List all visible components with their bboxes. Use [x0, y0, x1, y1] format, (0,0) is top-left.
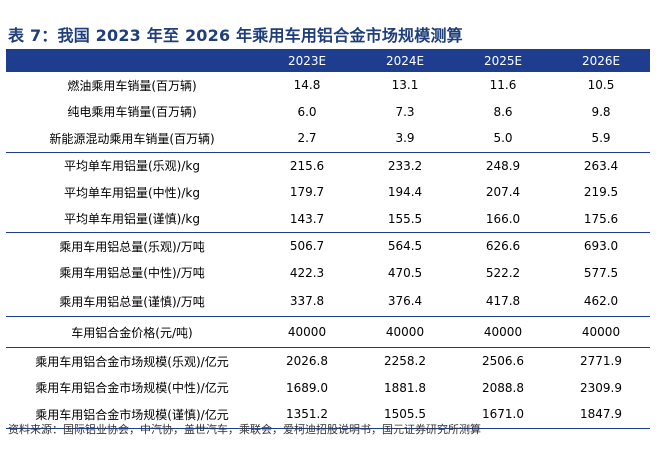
table-row: 平均单车用铝量(中性)/kg 179.7 194.4 207.4 219.5: [6, 179, 650, 206]
cell-value: 40000: [454, 316, 552, 348]
row-label: 燃油乘用车销量(百万辆): [67, 78, 197, 93]
cell-value: 194.4: [387, 185, 423, 200]
cell-value: 8.6: [493, 104, 513, 119]
cell-value: 3.9: [395, 131, 415, 146]
row-label: 乘用车用铝总量(谨慎)/万吨: [59, 294, 205, 309]
cell-value: 9.8: [591, 104, 611, 119]
row-label: 平均单车用铝量(中性)/kg: [64, 185, 200, 200]
cell-value: 522.2: [485, 265, 521, 280]
cell-value: 1351.2: [258, 401, 356, 429]
cell-value: 40000: [552, 316, 650, 348]
cell-value: 470.5: [387, 265, 423, 280]
cell-value: 2309.9: [580, 380, 622, 395]
table-row: 乘用车用铝总量(乐观)/万吨 506.7 564.5 626.6 693.0: [6, 232, 650, 260]
cell-value: 1689.0: [286, 380, 328, 395]
cell-value: 248.9: [454, 151, 552, 179]
cell-value: 179.7: [289, 185, 325, 200]
table-row: 车用铝合金价格(元/吨) 40000 40000 40000 40000: [6, 316, 650, 348]
market-size-table: 2023E 2024E 2025E 2026E 燃油乘用车销量(百万辆) 14.…: [6, 49, 650, 429]
cell-value: 5.9: [591, 131, 611, 146]
cell-value: 376.4: [387, 294, 423, 308]
header-label-cell: [6, 49, 258, 72]
cell-value: 40000: [356, 316, 454, 348]
cell-value: 2258.2: [356, 347, 454, 375]
cell-value: 337.8: [289, 294, 325, 308]
cell-value: 155.5: [387, 211, 423, 226]
table-row: 新能源混动乘用车销量(百万辆) 2.7 3.9 5.0 5.9: [6, 125, 650, 152]
cell-value: 422.3: [289, 265, 325, 280]
row-label: 平均单车用铝量(乐观)/kg: [6, 151, 258, 179]
cell-value: 11.6: [489, 78, 517, 93]
header-year-2024: 2024E: [385, 53, 425, 68]
cell-value: 506.7: [258, 232, 356, 260]
cell-value: 2.7: [297, 131, 317, 146]
cell-value: 263.4: [552, 151, 650, 179]
cell-value: 143.7: [289, 211, 325, 226]
row-label: 乘用车用铝总量(中性)/万吨: [59, 266, 205, 281]
cell-value: 2771.9: [552, 347, 650, 375]
cell-value: 1881.8: [384, 380, 426, 395]
row-label: 平均单车用铝量(谨慎)/kg: [64, 212, 200, 227]
table-row: 平均单车用铝量(乐观)/kg 215.6 233.2 248.9 263.4: [6, 151, 650, 179]
cell-value: 13.1: [391, 78, 419, 93]
header-year-2026: 2026E: [581, 53, 621, 68]
cell-value: 462.0: [583, 294, 619, 308]
row-label: 纯电乘用车销量(百万辆): [67, 105, 197, 120]
row-label: 车用铝合金价格(元/吨): [6, 316, 258, 348]
table-row: 乘用车用铝总量(谨慎)/万吨 337.8 376.4 417.8 462.0: [6, 286, 650, 317]
header-year-2025: 2025E: [483, 53, 523, 68]
cell-value: 577.5: [583, 265, 619, 280]
cell-value: 693.0: [552, 232, 650, 260]
source-note: 资料来源：国际铝业协会，中汽协，盖世汽车，乘联会，爱柯迪招股说明书，国元证券研究…: [8, 423, 481, 436]
table-row: 乘用车用铝总量(中性)/万吨 422.3 470.5 522.2 577.5: [6, 260, 650, 287]
table-header-row: 2023E 2024E 2025E 2026E: [6, 49, 650, 72]
cell-value: 2026.8: [258, 347, 356, 375]
table-row: 乘用车用铝合金市场规模(中性)/亿元 1689.0 1881.8 2088.8 …: [6, 375, 650, 402]
table-title: 表 7：我国 2023 年至 2026 年乘用车用铝合金市场规模测算: [8, 26, 463, 45]
row-label: 乘用车用铝合金市场规模(中性)/亿元: [35, 381, 229, 396]
cell-value: 564.5: [356, 232, 454, 260]
table-row: 乘用车用铝合金市场规模(乐观)/亿元 2026.8 2258.2 2506.6 …: [6, 347, 650, 375]
row-label: 新能源混动乘用车销量(百万辆): [49, 131, 215, 146]
cell-value: 215.6: [258, 151, 356, 179]
cell-value: 5.0: [493, 131, 513, 146]
cell-value: 1847.9: [552, 401, 650, 429]
cell-value: 207.4: [485, 185, 521, 200]
cell-value: 219.5: [583, 185, 619, 200]
cell-value: 417.8: [485, 294, 521, 308]
cell-value: 166.0: [485, 211, 521, 226]
row-label: 乘用车用铝总量(乐观)/万吨: [6, 232, 258, 260]
table-row: 平均单车用铝量(谨慎)/kg 143.7 155.5 166.0 175.6: [6, 206, 650, 233]
cell-value: 2506.6: [454, 347, 552, 375]
cell-value: 40000: [258, 316, 356, 348]
cell-value: 626.6: [454, 232, 552, 260]
table-row: 燃油乘用车销量(百万辆) 14.8 13.1 11.6 10.5: [6, 72, 650, 99]
row-label: 乘用车用铝合金市场规模(乐观)/亿元: [6, 347, 258, 375]
cell-value: 1505.5: [356, 401, 454, 429]
cell-value: 175.6: [583, 211, 619, 226]
row-label: 乘用车用铝合金市场规模(谨慎)/亿元: [6, 401, 258, 429]
cell-value: 14.8: [293, 78, 321, 93]
cell-value: 233.2: [356, 151, 454, 179]
header-year-2023: 2023E: [287, 53, 327, 68]
table-row: 纯电乘用车销量(百万辆) 6.0 7.3 8.6 9.8: [6, 99, 650, 126]
cell-value: 2088.8: [482, 380, 524, 395]
cell-value: 7.3: [395, 104, 415, 119]
table-row: 乘用车用铝合金市场规模(谨慎)/亿元 1351.2 1505.5 1671.0 …: [6, 401, 650, 429]
cell-value: 10.5: [587, 78, 615, 93]
cell-value: 1671.0: [454, 401, 552, 429]
cell-value: 6.0: [297, 104, 317, 119]
